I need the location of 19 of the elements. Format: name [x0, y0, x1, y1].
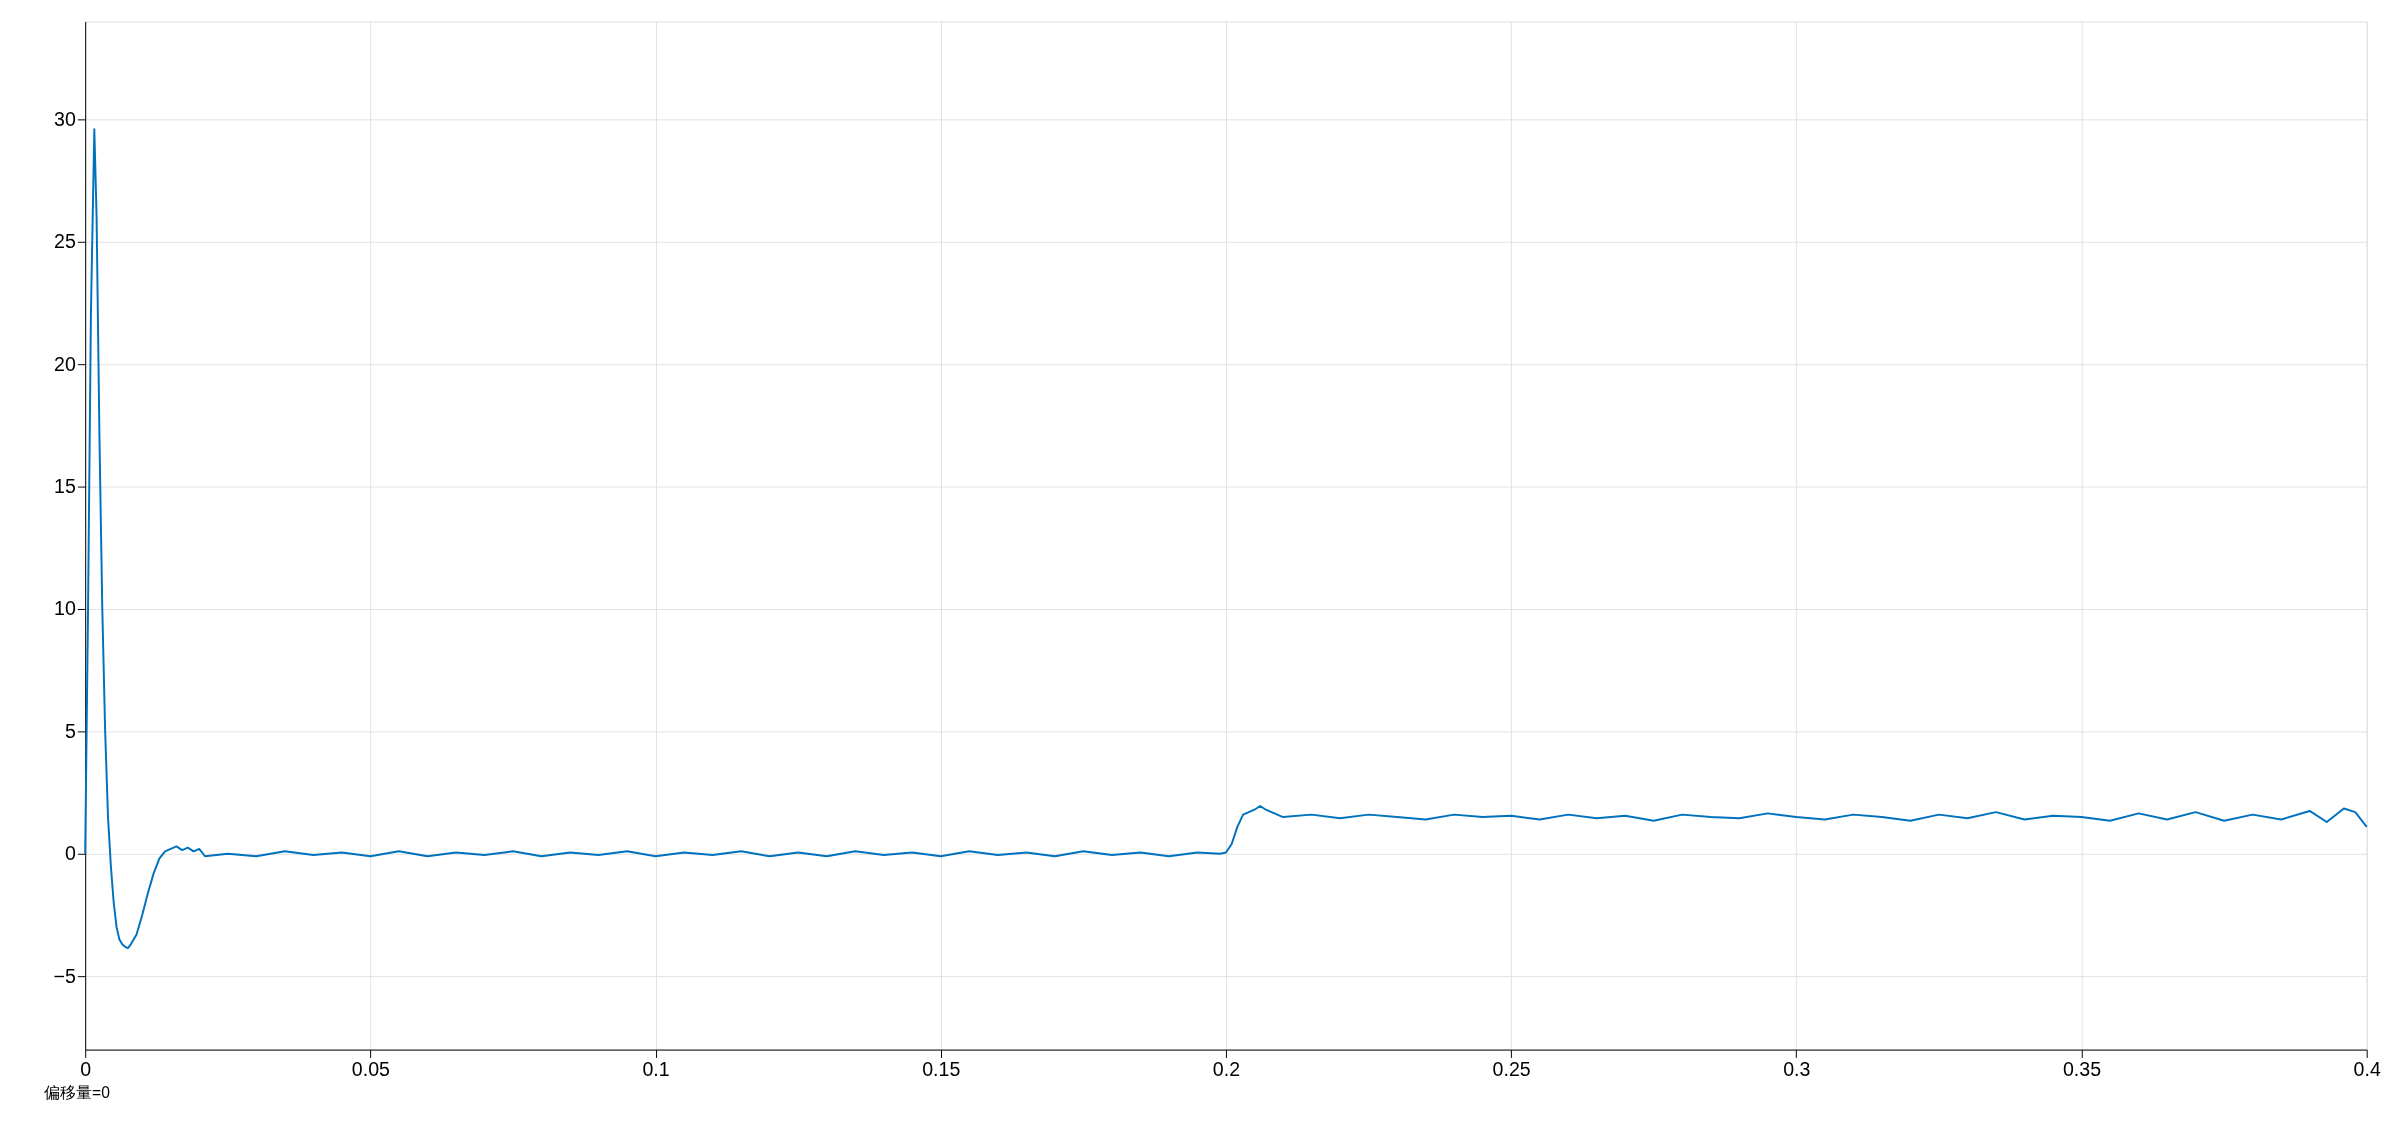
y-tick-label: 15 — [54, 474, 76, 497]
y-tick-label: 5 — [65, 719, 76, 742]
y-tick-label: 20 — [54, 352, 76, 375]
x-tick-label: 0.3 — [1783, 1057, 1811, 1080]
y-tick-label: 10 — [54, 597, 76, 620]
y-tick-label: −5 — [53, 964, 76, 987]
x-tick-label: 0.35 — [2062, 1057, 2102, 1080]
x-tick-label: 0.2 — [1212, 1057, 1241, 1080]
x-tick-label: 0.25 — [1492, 1057, 1531, 1080]
line-series — [84, 128, 2368, 950]
x-tick-label: 0.1 — [642, 1057, 670, 1080]
y-tick-label: 30 — [54, 107, 76, 130]
text: 偏移量=0 — [44, 1083, 111, 1101]
x-tick-label: 0 — [80, 1057, 92, 1080]
x-tick-label: 0.05 — [351, 1057, 391, 1080]
y-tick-label: 25 — [54, 230, 76, 253]
y-tick-label: 0 — [65, 842, 76, 865]
x-tick-label: 0.4 — [2353, 1057, 2381, 1080]
x-tick-label: 0.15 — [922, 1057, 961, 1080]
